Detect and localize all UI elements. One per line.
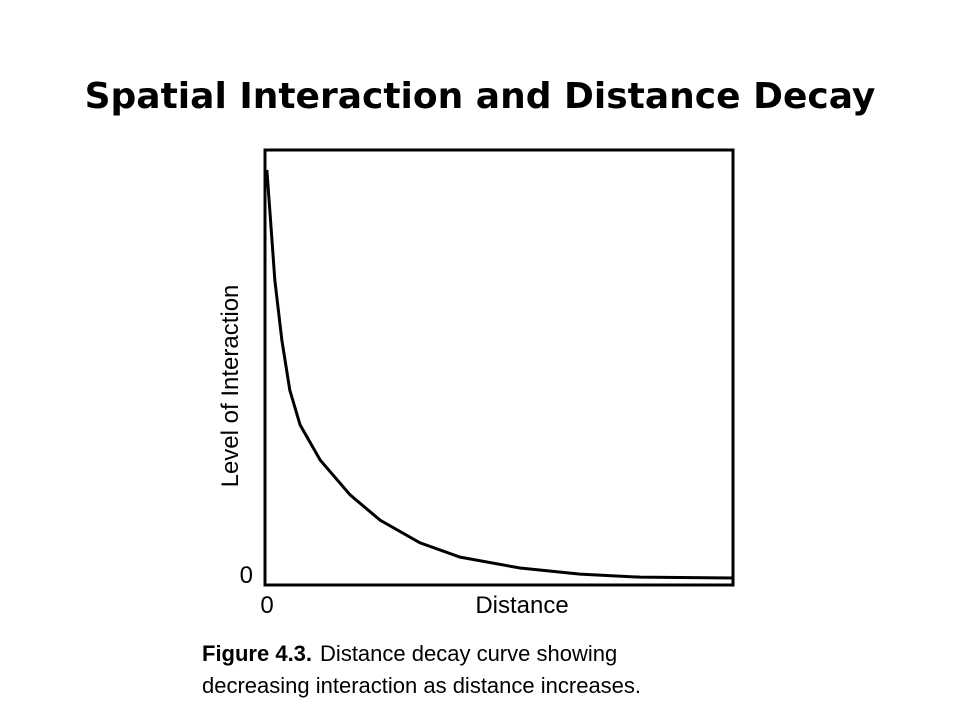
plot-frame xyxy=(263,148,735,587)
curve xyxy=(265,169,734,580)
slide-title: Spatial Interaction and Distance Decay xyxy=(85,76,876,117)
caption-text: decreasing interaction as distance incre… xyxy=(202,673,641,698)
x-axis-label: Distance xyxy=(475,592,568,619)
y-axis-label: Level of Interaction xyxy=(217,285,244,488)
caption-line: Figure 4.3. Distance decay curve showing xyxy=(202,641,617,666)
caption-text: Distance decay curve showing xyxy=(320,641,617,666)
caption-label: Figure 4.3. xyxy=(202,641,312,666)
y-tick-label: 0 xyxy=(240,562,253,589)
x-tick-label: 0 xyxy=(260,592,273,619)
